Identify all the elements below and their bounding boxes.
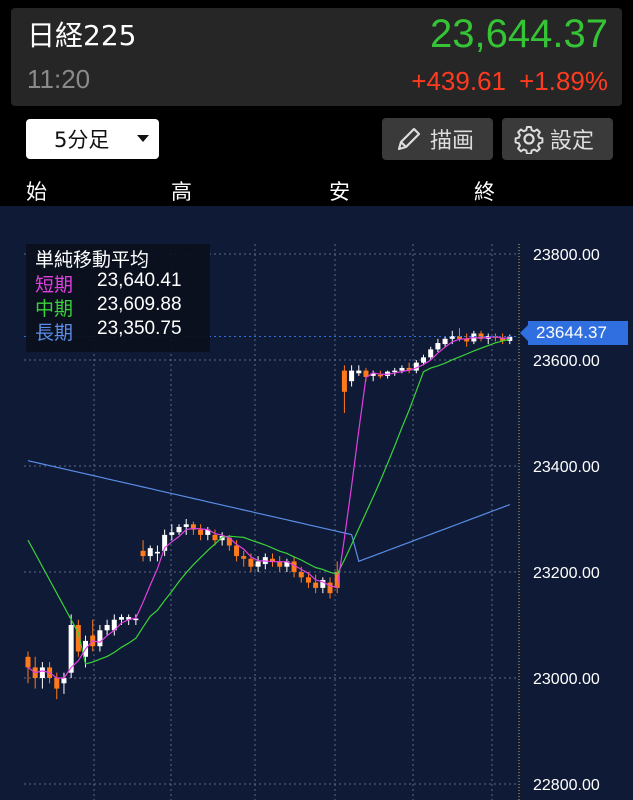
- candle-body: [435, 343, 441, 350]
- legend-long-value: 23,350.75: [97, 318, 182, 339]
- candle-body: [111, 619, 117, 631]
- interval-label: 5分足: [54, 128, 110, 152]
- candle-body: [305, 577, 311, 583]
- candle-body: [341, 370, 347, 392]
- legend-mid-value: 23,609.88: [97, 294, 182, 315]
- candle-body: [61, 678, 67, 684]
- draw-label: 描画: [430, 129, 475, 154]
- candle-body: [140, 550, 146, 557]
- candle-body: [183, 524, 189, 527]
- candle-body: [255, 561, 261, 567]
- candle-body: [25, 656, 31, 668]
- candle-body: [363, 370, 369, 377]
- candle-body: [284, 561, 290, 567]
- settings-button[interactable]: 設定: [502, 118, 613, 160]
- legend-title: 単純移動平均: [35, 249, 150, 271]
- candle-body: [162, 534, 168, 551]
- candle-body: [234, 545, 240, 557]
- y-tick-label: 23000.00: [533, 671, 600, 688]
- candle-body: [456, 336, 462, 339]
- candle-body: [205, 529, 211, 535]
- symbol-name: 日経225: [27, 19, 137, 52]
- candle-body: [126, 617, 132, 620]
- y-tick-label: 23800.00: [533, 247, 600, 264]
- settings-label: 設定: [550, 129, 595, 154]
- ma-long-line: [27, 460, 511, 563]
- legend-short-value: 23,640.41: [97, 270, 182, 291]
- candle-body: [241, 556, 247, 559]
- chevron-down-icon: [137, 135, 149, 142]
- candle-body: [104, 625, 110, 631]
- candle-body: [75, 625, 81, 652]
- candle-body: [370, 373, 376, 376]
- quote-header: [11, 8, 622, 106]
- candle-body: [442, 338, 448, 345]
- interval-select[interactable]: 5分足: [26, 119, 159, 159]
- ma-mid-line: [27, 338, 510, 665]
- candle-body: [449, 336, 455, 339]
- candle-body: [39, 667, 45, 678]
- price-change: +439.61: [411, 66, 506, 96]
- gear-icon: [514, 126, 544, 154]
- y-tick-label: 23200.00: [533, 565, 600, 582]
- candle-body: [97, 630, 103, 647]
- candle-body: [421, 357, 427, 363]
- candle-body: [507, 336, 513, 341]
- quote-time: 11:20: [27, 64, 91, 94]
- candle-body: [313, 582, 319, 588]
- candle-body: [219, 535, 225, 541]
- candle-body: [277, 561, 283, 567]
- candle-body: [327, 582, 333, 594]
- candle-body: [320, 579, 326, 588]
- draw-button[interactable]: 描画: [382, 118, 493, 160]
- legend-short-label: 短期: [35, 275, 74, 296]
- candle-body: [147, 548, 153, 557]
- candle-body: [377, 374, 383, 377]
- current-price-tag: 23644.37: [520, 321, 628, 345]
- candle-body: [406, 367, 412, 371]
- candle-body: [298, 572, 304, 578]
- candle-body: [478, 333, 484, 339]
- candle-body: [356, 370, 362, 374]
- candle-body: [399, 367, 405, 371]
- price-change-percent: +1.89%: [519, 66, 608, 96]
- candle-body: [248, 558, 254, 567]
- candle-body: [133, 618, 139, 621]
- candle-body: [154, 551, 160, 554]
- legend-long-label: 長期: [35, 323, 74, 344]
- current-price: 23,644.37: [430, 12, 608, 56]
- y-tick-label: 23600.00: [533, 353, 600, 370]
- candle-body: [212, 534, 218, 541]
- candle-body: [291, 561, 297, 572]
- candle-body: [385, 371, 391, 376]
- candle-body: [413, 362, 419, 371]
- moving-average-legend: [26, 244, 210, 352]
- ohlc-close-label: 終: [474, 180, 495, 204]
- candle-body: [349, 370, 355, 382]
- candle-body: [392, 370, 398, 373]
- ohlc-low-label: 安: [329, 180, 350, 204]
- candle-body: [500, 337, 506, 341]
- ohlc-open-label: 始: [26, 180, 47, 204]
- candle-body: [464, 338, 470, 342]
- candle-body: [118, 617, 124, 620]
- candle-body: [169, 532, 175, 535]
- candle-body: [54, 678, 60, 689]
- ma-short-line: [27, 335, 510, 679]
- candle-body: [68, 625, 74, 673]
- ohlc-high-label: 高: [171, 180, 192, 204]
- candle-body: [270, 558, 275, 562]
- candle-body: [176, 526, 182, 533]
- candle-body: [226, 537, 232, 546]
- candlestick-chart[interactable]: 23800.00 23600.00 23400.00 23200.00 23000.00…: [0, 206, 633, 800]
- candle-body: [428, 349, 434, 358]
- candle-body: [190, 524, 196, 530]
- y-tick-label: 22800.00: [533, 777, 600, 794]
- legend-mid-label: 中期: [35, 299, 74, 320]
- candle-body: [334, 572, 340, 588]
- y-tick-label: 23400.00: [533, 459, 600, 476]
- candle-body: [198, 529, 204, 535]
- pencil-icon: [397, 127, 421, 151]
